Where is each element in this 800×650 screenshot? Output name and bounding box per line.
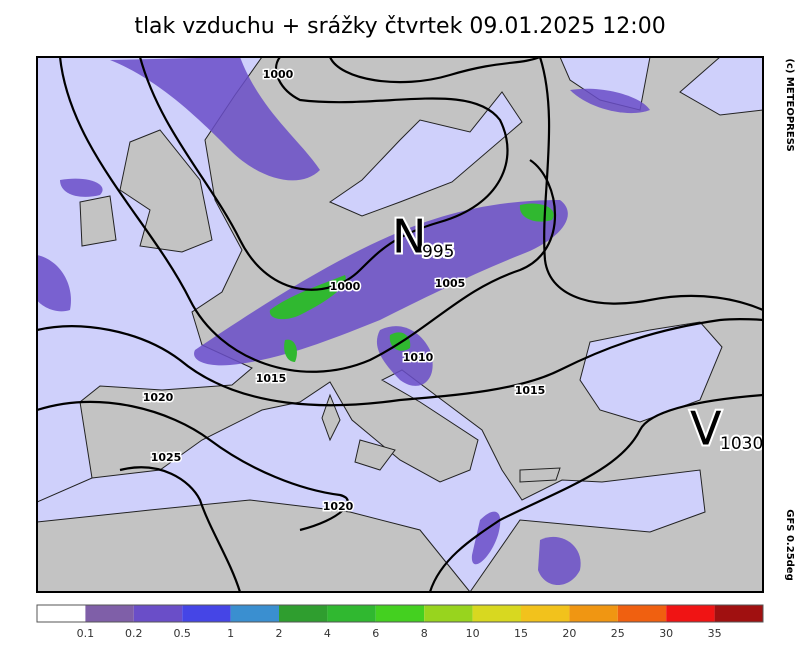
legend-swatch: [472, 605, 521, 622]
legend-swatch: [424, 605, 473, 622]
legend-label: 0.5: [173, 627, 191, 640]
legend-label: 8: [421, 627, 428, 640]
isobar-label: 1025: [151, 451, 182, 464]
legend-label: 25: [611, 627, 625, 640]
legend-swatch: [230, 605, 279, 622]
legend-label: 1: [227, 627, 234, 640]
legend-label: 15: [514, 627, 528, 640]
isobar-label: 1010: [403, 351, 434, 364]
map-title: tlak vzduchu + srážky čtvrtek 09.01.2025…: [134, 14, 665, 39]
legend-swatch: [133, 605, 183, 622]
legend-swatch: [617, 605, 667, 622]
isobar-label: 1000: [263, 68, 294, 81]
isobars: [37, 57, 763, 592]
isobar-label: 1005: [435, 277, 466, 290]
isobar-label: 1020: [143, 391, 174, 404]
legend-swatch: [327, 605, 376, 622]
legend-swatch: [279, 605, 328, 622]
pressure-center-value: 1030: [720, 434, 763, 454]
legend-label: 20: [562, 627, 576, 640]
isobar-label: 1000: [330, 280, 361, 293]
legend-label: 0.1: [77, 627, 95, 640]
legend-swatch: [666, 605, 715, 622]
legend-swatch: [182, 605, 231, 622]
legend-frame: [36, 604, 764, 623]
isobar-label: 1015: [515, 384, 546, 397]
legend-swatch: [569, 605, 618, 622]
model-info: GFS 0.25deg: [784, 509, 795, 581]
legend-label: 6: [372, 627, 379, 640]
legend-swatch: [521, 605, 570, 622]
credit: (c) METEOPRESS: [784, 58, 795, 151]
legend-label: 4: [324, 627, 331, 640]
color-legend: 0.1 0.2 0.5 1 2 4 6 8 10 15 20 25 30 35: [36, 604, 764, 640]
legend-label: 30: [659, 627, 673, 640]
legend-swatch: [85, 605, 134, 622]
legend-label: 2: [276, 627, 283, 640]
isobar-label: 1015: [256, 372, 287, 385]
legend-swatch: [37, 605, 86, 622]
isobar-label: 1020: [323, 500, 354, 513]
precipitation: [37, 57, 650, 585]
pressure-center-letter: V: [690, 402, 722, 456]
pressure-center-letter: N: [392, 210, 426, 264]
pressure-center-value: 995: [422, 242, 454, 262]
legend-label: 0.2: [125, 627, 143, 640]
legend-label: 35: [708, 627, 722, 640]
map-frame: [36, 56, 764, 593]
legend-label: 10: [466, 627, 480, 640]
isobar-labels: 1000 1000 1005 1010 1015 1015 1020 1025 1020 N995…: [141, 67, 763, 515]
map-area: 1000 1000 1005 1010 1015 1015 1020 1025 1020 N995…: [37, 57, 763, 592]
seas: [37, 57, 763, 592]
legend-swatch: [714, 605, 763, 622]
legend-swatch: [375, 605, 425, 622]
